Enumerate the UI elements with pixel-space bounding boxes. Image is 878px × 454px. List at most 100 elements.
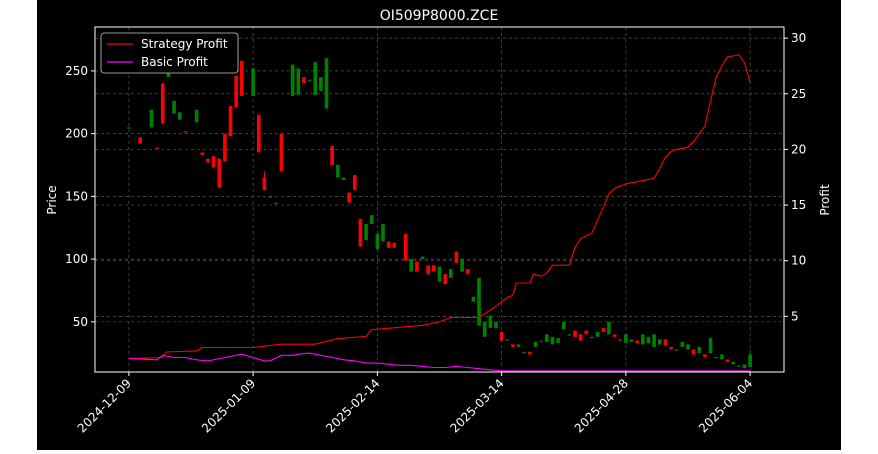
candle-body	[477, 277, 481, 326]
strategy-profit-line	[128, 54, 751, 360]
candle	[731, 361, 735, 365]
candle	[533, 341, 538, 347]
candle-body	[657, 339, 662, 345]
candle	[573, 330, 577, 337]
profit-lines-layer	[128, 54, 751, 372]
candle-body	[669, 346, 673, 350]
candle-body	[674, 349, 679, 351]
candle	[313, 62, 318, 95]
candle	[708, 338, 713, 354]
candle-body	[358, 218, 363, 247]
candle	[183, 131, 188, 133]
candle	[629, 339, 634, 342]
candle	[358, 218, 363, 247]
candle	[697, 346, 702, 354]
candle-body	[488, 315, 493, 329]
candle	[262, 171, 267, 191]
candle	[336, 165, 340, 178]
candle	[601, 328, 606, 332]
candle-body	[336, 165, 340, 178]
candle-body	[432, 265, 436, 272]
candle	[177, 112, 182, 120]
candle-body	[618, 339, 623, 341]
candle	[437, 266, 442, 282]
candle-body	[725, 359, 730, 362]
candle	[505, 339, 510, 341]
candle-body	[279, 133, 284, 172]
candle	[703, 354, 707, 357]
left-axis-label: Price	[45, 185, 59, 214]
figure-background	[37, 0, 841, 450]
candle	[714, 356, 719, 359]
candle	[725, 359, 730, 362]
candle	[646, 336, 651, 344]
candle	[691, 349, 696, 355]
legend-box	[100, 32, 239, 74]
candle	[369, 215, 374, 224]
candle	[319, 77, 323, 91]
candle	[488, 315, 493, 329]
candle	[448, 269, 453, 278]
candle-body	[415, 261, 419, 272]
candle	[561, 321, 566, 330]
candle	[149, 109, 154, 128]
candle-body	[686, 344, 690, 350]
candle-body	[663, 339, 668, 346]
chart-title: OI509P8000.ZCE	[380, 8, 499, 24]
candle	[302, 77, 306, 84]
candle-body	[533, 341, 538, 347]
candle	[194, 109, 199, 123]
legend-label-strategy: Strategy Profit	[141, 37, 228, 51]
candle-body	[324, 58, 329, 109]
candle-body	[731, 361, 735, 365]
candle	[720, 354, 724, 360]
candle-body	[240, 60, 244, 96]
candle	[200, 152, 205, 155]
candle-body	[313, 62, 318, 95]
candle-body	[443, 274, 447, 285]
candle-body	[375, 234, 380, 250]
candle	[307, 79, 312, 81]
candle	[386, 241, 391, 248]
candle-body	[330, 146, 334, 165]
right-tick-label: 20	[791, 142, 806, 156]
candle	[595, 331, 600, 337]
candle-body	[426, 265, 431, 275]
candle-body	[420, 256, 425, 260]
candle	[296, 68, 301, 95]
candle-body	[347, 192, 351, 203]
candle-body	[561, 321, 566, 330]
candle-body	[573, 330, 577, 337]
candle-body	[403, 234, 408, 261]
left-tick-label: 200	[65, 127, 88, 141]
candle-body	[223, 133, 227, 162]
candle-body	[194, 109, 199, 123]
candle-body	[601, 328, 606, 332]
candle	[375, 234, 380, 250]
candle	[737, 365, 741, 367]
candle-body	[273, 202, 278, 204]
candle	[618, 339, 623, 341]
candle-body	[511, 344, 515, 347]
candle	[127, 127, 131, 129]
candle	[465, 269, 470, 275]
candle-body	[319, 77, 323, 91]
candle-body	[607, 321, 611, 335]
candle-body	[595, 331, 600, 337]
candle-body	[268, 196, 272, 198]
candle-body	[550, 336, 555, 345]
basic-profit-line	[128, 352, 751, 372]
candle	[612, 334, 617, 337]
right-axis-ticks: 5 10 15 20 25 30	[784, 31, 806, 323]
candle-body	[172, 101, 176, 114]
candle-body	[364, 223, 368, 241]
candle	[217, 158, 222, 188]
candle-body	[149, 109, 154, 128]
candle-body	[307, 79, 312, 81]
candle	[545, 334, 549, 342]
candle	[234, 75, 238, 108]
candle	[590, 336, 594, 339]
candle-body	[505, 339, 510, 341]
candle-body	[578, 334, 583, 341]
